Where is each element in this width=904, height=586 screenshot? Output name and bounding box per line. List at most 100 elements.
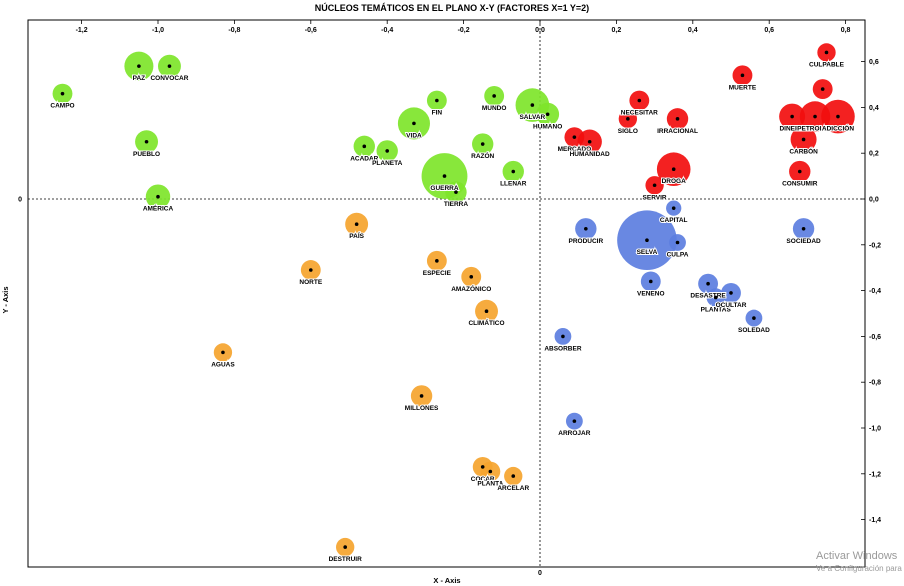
point-dot: [419, 394, 424, 398]
point-label: MUERTE: [729, 84, 757, 91]
y-tick-label: -0,8: [869, 380, 881, 387]
point-label: PLANETA: [372, 160, 403, 167]
point-dot: [480, 142, 485, 146]
point-label: LLENAR: [500, 181, 527, 188]
point-label: PAZ: [133, 75, 146, 82]
axis-ticks: -1,2 -1,0 -0,8 -0,6 -0,4 -0,2 0,0 0,2 0,4 0,6 0,8 0…: [18, 20, 881, 577]
point-dot: [442, 174, 447, 178]
point-dot: [713, 295, 718, 300]
point-label: RAZÓN: [471, 151, 494, 160]
x-tick-label: 0,8: [841, 27, 851, 34]
point-label: ADICCIÓN: [822, 124, 854, 133]
point-label: SIGLO: [618, 128, 638, 135]
y-tick-label: -0,6: [869, 334, 881, 341]
point-dot: [354, 222, 359, 226]
point-dot: [469, 275, 474, 279]
point-dot: [801, 137, 806, 142]
point-label: DINERO: [779, 126, 804, 133]
point-dot: [797, 169, 802, 174]
point-dot: [511, 169, 516, 174]
point-label: CULPA: [667, 252, 689, 259]
point-label: PRODUCIR: [569, 238, 604, 245]
y-tick-label: 0,6: [869, 59, 879, 66]
point-label: ARCELAR: [497, 485, 529, 492]
point-dot: [836, 114, 840, 119]
windows-watermark-title: Activar Windows: [816, 550, 898, 562]
y-tick-label: -1,4: [869, 517, 881, 524]
y-tick-label: 0,2: [869, 151, 879, 158]
point-label: ACADAR: [350, 155, 378, 162]
point-label: CAMPO: [50, 103, 74, 110]
point-dot: [671, 167, 676, 172]
x-tick-label: -0,6: [305, 27, 317, 34]
y-tick-label: -1,0: [869, 426, 881, 433]
point-dot: [156, 194, 160, 199]
point-dot: [60, 91, 65, 96]
point-label: ABSORBER: [544, 345, 582, 352]
point-label: VIDA: [406, 132, 422, 139]
point-label: SELVA: [637, 249, 658, 256]
point-dot: [454, 190, 458, 194]
point-dot: [645, 238, 649, 243]
x-tick-label: -0,8: [228, 27, 240, 34]
point-label: CLIMÁTICO: [468, 318, 504, 327]
point-dot: [801, 226, 806, 231]
point-dot: [648, 279, 653, 284]
x-axis-label: X - Axis: [433, 576, 460, 585]
point-dot: [511, 474, 516, 478]
point-label: HUMANO: [533, 123, 562, 130]
point-label: IRRACIONAL: [657, 128, 698, 135]
point-label: CAPITAL: [660, 217, 688, 224]
x-tick-label: -1,0: [152, 27, 164, 34]
point-dot: [706, 281, 710, 286]
x-tick-label: 0,2: [612, 27, 622, 34]
point-dot: [530, 103, 535, 107]
point-dot: [561, 334, 565, 339]
point-dot: [637, 98, 642, 103]
point-dot: [729, 291, 733, 295]
point-dot: [824, 50, 829, 55]
y-axis-label: Y - Axis: [1, 286, 10, 313]
point-dot: [572, 135, 577, 139]
point-label: SOCIEDAD: [786, 238, 821, 245]
point-label: CONVOCAR: [150, 75, 188, 82]
point-label: GUERRA: [430, 185, 458, 192]
point-label: PAÍS: [349, 231, 364, 240]
point-dot: [221, 350, 225, 355]
point-dot: [343, 545, 347, 549]
point-dot: [820, 87, 825, 91]
windows-watermark-subtitle: Ve a Configuración para activar Windows.: [816, 564, 904, 573]
point-dot: [790, 114, 794, 119]
point-dot: [587, 139, 592, 144]
plot-frame: [27, 19, 866, 568]
point-label: VENENO: [637, 290, 664, 297]
point-dot: [484, 309, 489, 314]
point-dot: [584, 226, 588, 231]
point-label: NECESITAR: [621, 110, 658, 117]
x-tick-label: 0,6: [764, 27, 774, 34]
point-label: ESPECIE: [423, 270, 452, 277]
y-tick-label: -0,2: [869, 242, 881, 249]
point-label: CULPABLE: [809, 61, 845, 68]
point-dot: [362, 144, 367, 149]
y-tick-label: 0,0: [869, 197, 879, 204]
point-label: PETROLEO: [797, 126, 833, 133]
x-tick-label: 0,4: [688, 27, 698, 34]
point-dot: [385, 149, 390, 153]
point-label: SERVIR: [643, 194, 667, 201]
point-dot: [480, 465, 485, 469]
point-dot: [412, 121, 416, 126]
point-label: TIERRA: [444, 201, 469, 208]
point-dot: [752, 316, 756, 320]
point-dot: [435, 98, 439, 103]
y-tick-label: -0,4: [869, 288, 881, 295]
chart-title: NÚCLEOS TEMÁTICOS EN EL PLANO X-Y (FACTO…: [315, 2, 589, 13]
x-tick-label: 0,0: [535, 27, 545, 34]
point-label: MUNDO: [482, 105, 507, 112]
point-label: MILLONES: [405, 405, 439, 412]
x-tick-label: -0,4: [381, 27, 393, 34]
point-dot: [675, 117, 680, 121]
point-dot: [167, 64, 172, 68]
point-dot: [626, 117, 630, 121]
